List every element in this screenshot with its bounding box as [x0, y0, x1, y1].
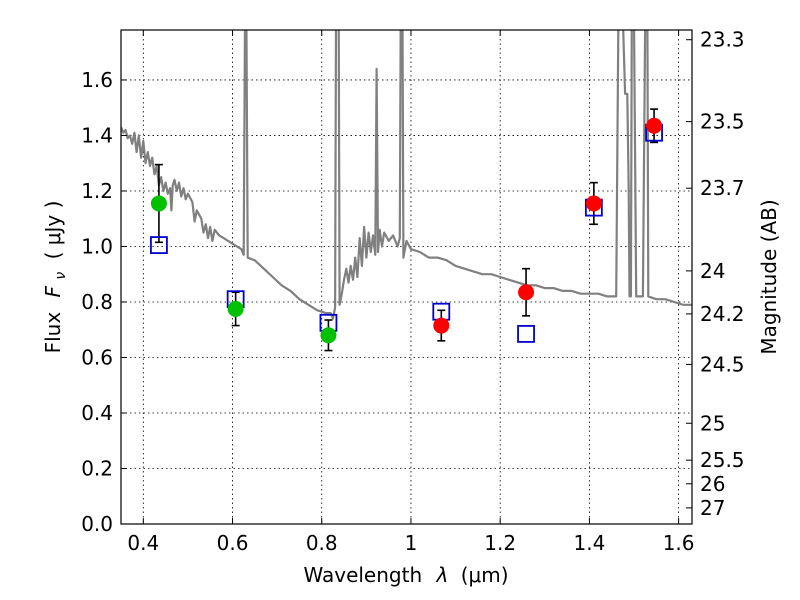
observed-flux-point: [585, 195, 602, 212]
x-tick-label: 1.6: [663, 531, 695, 555]
y2-tick-label: 25: [700, 411, 725, 435]
y-axis-label-unit: ( μJy ): [41, 201, 65, 260]
y2-tick-label: 23.3: [700, 28, 745, 52]
y2-tick-label: 24.5: [700, 352, 745, 376]
x-tick-label: 1: [405, 531, 418, 555]
y2-tick-label: 23.7: [700, 176, 745, 200]
error-bars-layer: [154, 108, 659, 352]
y-axis-label-symbol: F: [41, 285, 65, 297]
observed-flux-point: [320, 327, 337, 344]
y-tick-label: 1.6: [81, 68, 113, 92]
x-tick-label: 0.8: [306, 531, 338, 555]
x-axis-label-unit: (μm): [461, 563, 509, 587]
y-axis-label-subscript: ν: [53, 272, 69, 280]
x-axis-label: Wavelength λ (μm): [303, 563, 508, 587]
y-tick-label: 1.4: [81, 123, 113, 147]
observed-flux-point: [150, 195, 167, 212]
grid: [121, 30, 692, 525]
y-tick-label: 0.8: [81, 290, 113, 314]
y-axis-label: Flux F ν ( μJy ): [41, 201, 70, 354]
y-tick-label: 0.4: [81, 401, 113, 425]
x-axis-label-symbol: λ: [436, 563, 449, 587]
secondary-y-axis-label: Magnitude (AB): [757, 199, 781, 354]
y-tick-label: 0.2: [81, 456, 113, 480]
axis-ticks: 0.4 0.6 0.8 1 1.2 1.4 1.6 0.0 0.2 0.4 0.6 0.8 1.0 1.2…: [81, 28, 744, 555]
y2-tick-label: 26: [700, 472, 725, 496]
sed-model-line: [121, 30, 692, 320]
observed-flux-point: [646, 117, 663, 134]
observed-flux-point: [518, 284, 535, 301]
x-axis-label-text: Wavelength: [303, 563, 422, 587]
x-tick-label: 1.4: [573, 531, 605, 555]
y-axis-label-text: Flux: [41, 312, 65, 354]
y2-tick-label: 27: [700, 496, 725, 520]
observed-flux-point: [433, 317, 450, 334]
x-tick-label: 0.4: [127, 531, 159, 555]
plot-frame: [120, 29, 693, 525]
x-tick-label: 1.2: [484, 531, 516, 555]
y2-tick-label: 23.5: [700, 110, 745, 134]
sed-spectrum-layer: [121, 30, 692, 320]
model-flux-square: [517, 324, 535, 343]
y-tick-label: 0.6: [81, 345, 113, 369]
y-tick-label: 0.0: [81, 512, 113, 536]
y2-tick-label: 24: [700, 259, 725, 283]
model-flux-square: [150, 236, 168, 254]
y2-tick-label: 24.2: [700, 302, 745, 326]
x-tick-label: 0.6: [217, 531, 249, 555]
model-squares-layer: [150, 123, 663, 343]
observed-flux-point: [227, 300, 244, 317]
y2-tick-label: 25.5: [700, 448, 745, 472]
y-tick-label: 1.0: [81, 234, 113, 258]
observed-points-layer: [150, 117, 663, 344]
y-tick-label: 1.2: [81, 179, 113, 203]
